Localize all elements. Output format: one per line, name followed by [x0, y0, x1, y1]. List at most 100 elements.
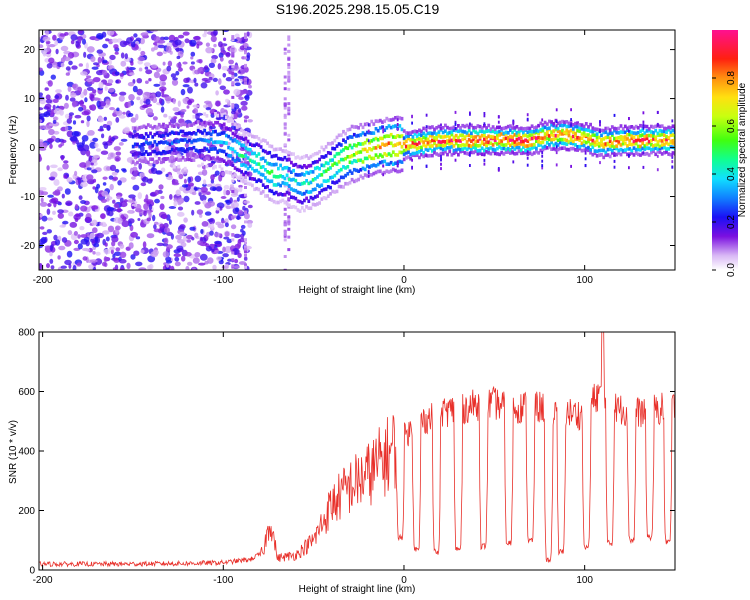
heatmap-ridge-cell	[428, 131, 432, 135]
heatmap-ridge-cell	[357, 158, 360, 163]
heatmap-noise-cell	[218, 52, 224, 59]
heatmap-noise-cell	[187, 182, 194, 187]
heatmap-ridge-cell	[177, 131, 181, 136]
heatmap-ridge-cell	[446, 131, 449, 136]
heatmap-ridge-cell	[480, 129, 484, 134]
heatmap-ridge-cell	[506, 141, 510, 145]
heatmap-sidelobe-cell	[454, 158, 457, 162]
heatmap-ridge-cell	[387, 162, 391, 166]
heatmap-ridge-cell	[348, 180, 352, 185]
heatmap-ridge-cell	[344, 131, 347, 136]
heatmap-ridge-cell	[175, 139, 178, 143]
heatmap-ridge-cell	[305, 189, 308, 194]
heatmap-ridge-cell	[485, 136, 488, 140]
heatmap-noise-cell	[50, 265, 55, 270]
heatmap-streak-cell	[231, 190, 235, 193]
heatmap-ridge-cell	[270, 169, 274, 174]
heatmap-ridge-cell	[225, 115, 228, 120]
heatmap-ridge-cell	[322, 187, 326, 192]
heatmap-noise-cell	[82, 144, 90, 152]
heatmap-ridge-cell	[365, 156, 369, 161]
heatmap-ridge-cell	[574, 148, 577, 152]
heatmap-ridge-cell	[626, 133, 629, 137]
heatmap-ridge-cell	[155, 159, 159, 164]
heatmap-ridge-cell	[457, 147, 460, 151]
heatmap-ridge-cell	[296, 199, 300, 203]
heatmap-ridge-cell	[418, 150, 421, 154]
heatmap-streak-cell	[231, 49, 235, 53]
heatmap-ridge-cell	[272, 174, 276, 179]
heatmap-ridge-cell	[509, 134, 512, 139]
heatmap-ridge-cell	[480, 133, 484, 138]
heatmap-ridge-cell	[504, 147, 508, 152]
heatmap-ridge-cell	[506, 135, 510, 140]
heatmap-streak-cell	[287, 248, 291, 252]
heatmap-ridge-cell	[140, 159, 144, 163]
heatmap-noise-cell	[66, 250, 73, 258]
heatmap-ridge-cell	[426, 125, 430, 130]
heatmap-ridge-cell	[545, 130, 549, 134]
heatmap-noise-cell	[80, 238, 88, 245]
heatmap-ridge-cell	[545, 122, 549, 126]
heatmap-streak-cell	[283, 132, 287, 136]
heatmap-ridge-cell	[565, 131, 569, 136]
heatmap-ridge-cell	[214, 165, 217, 169]
heatmap-ridge-cell	[580, 141, 584, 145]
heatmap-streak-cell	[231, 35, 235, 39]
heatmap-ridge-cell	[502, 143, 506, 147]
heatmap-noise-cell	[197, 240, 204, 246]
heatmap-ridge-cell	[461, 137, 465, 142]
heatmap-ridge-cell	[656, 142, 660, 147]
snr-xlabel: Height of straight line (km)	[299, 584, 416, 595]
heatmap-ridge-cell	[441, 135, 445, 139]
heatmap-ridge-cell	[151, 126, 155, 130]
heatmap-ridge-cell	[201, 138, 204, 142]
heatmap-ridge-cell	[248, 164, 252, 169]
heatmap-ridge-cell	[277, 166, 280, 171]
heatmap-ridge-cell	[159, 124, 163, 129]
heatmap-noise-cell	[165, 260, 173, 264]
heatmap-noise-cell	[214, 250, 219, 254]
heatmap-noise-cell	[122, 127, 130, 134]
heatmap-noise-cell	[50, 197, 59, 203]
snr-ytick-label: 200	[18, 506, 35, 517]
heatmap-ridge-cell	[235, 152, 239, 156]
heatmap-noise-cell	[140, 182, 147, 187]
heatmap-streak-cell	[231, 251, 235, 255]
heatmap-plot-area	[39, 30, 675, 270]
heatmap-noise-cell	[219, 56, 224, 62]
heatmap-ridge-cell	[231, 157, 235, 161]
heatmap-streak-cell	[244, 245, 247, 249]
heatmap-noise-cell	[151, 64, 158, 69]
heatmap-ridge-cell	[266, 141, 269, 146]
heatmap-ridge-cell	[391, 124, 395, 129]
heatmap-noise-cell	[92, 186, 96, 190]
heatmap-ridge-cell	[374, 170, 378, 175]
heatmap-ridge-cell	[357, 133, 360, 138]
heatmap-ridge-cell	[231, 131, 235, 136]
heatmap-noise-cell	[86, 86, 94, 91]
heatmap-ridge-cell	[606, 147, 610, 152]
heatmap-ridge-cell	[378, 126, 382, 130]
heatmap-ridge-cell	[461, 123, 465, 128]
heatmap-ridge-cell	[522, 139, 525, 144]
heatmap-ridge-cell	[636, 147, 640, 152]
heatmap-ridge-cell	[530, 132, 534, 137]
heatmap-ridge-cell	[431, 144, 434, 148]
heatmap-ridge-cell	[435, 137, 439, 142]
heatmap-streak-cell	[231, 264, 235, 268]
heatmap-noise-cell	[223, 184, 230, 190]
heatmap-noise-cell	[214, 240, 222, 245]
heatmap-ridge-cell	[650, 142, 653, 147]
heatmap-ridge-cell	[548, 142, 551, 147]
heatmap-ridge-cell	[541, 147, 545, 152]
heatmap-streak-cell	[231, 203, 235, 207]
heatmap-noise-cell	[157, 44, 166, 49]
heatmap-ridge-cell	[251, 143, 254, 147]
heatmap-ridge-cell	[415, 150, 419, 155]
heatmap-ridge-cell	[424, 144, 428, 149]
heatmap-ridge-cell	[205, 147, 209, 151]
heatmap-ridge-cell	[313, 152, 317, 156]
heatmap-ridge-cell	[140, 125, 144, 129]
